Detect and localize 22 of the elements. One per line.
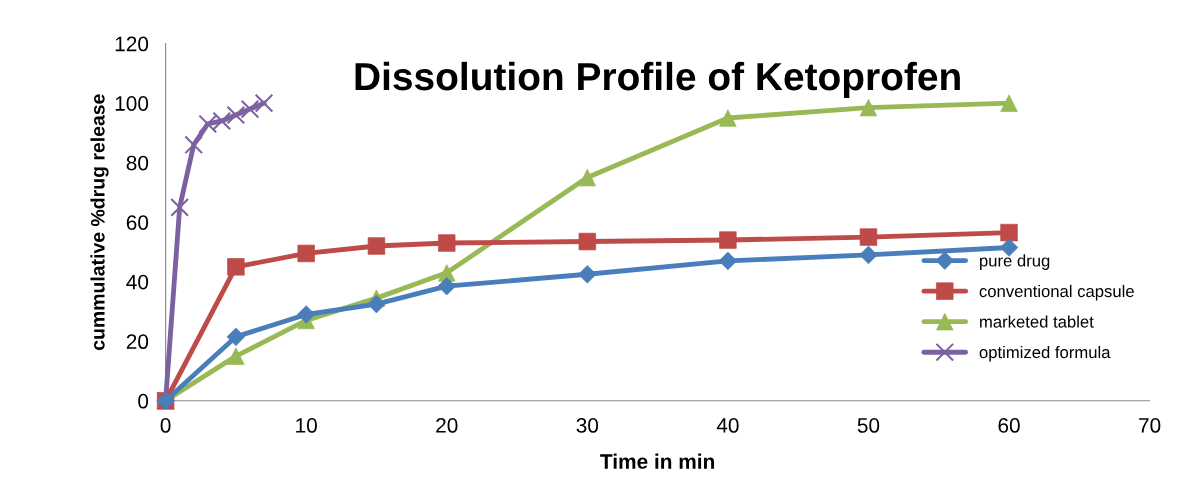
legend-label: optimized formula	[979, 345, 1111, 362]
y-tick-label: 100	[115, 96, 149, 111]
legend-label: marketed tablet	[980, 315, 1094, 328]
y-tick-label: 60	[126, 215, 149, 230]
x-tick-label: 10	[296, 418, 317, 433]
x-tick-label: 30	[576, 418, 599, 433]
x-tick-label: 60	[998, 418, 1020, 433]
x-tick-label: 50	[857, 418, 880, 433]
x-tick-label: 0	[160, 418, 171, 433]
y-axis-title: cummulative %drug release	[90, 94, 109, 351]
legend-label: conventional capsule	[979, 284, 1134, 301]
chart-title: Dissolution Profile of Ketoprofen	[355, 61, 960, 99]
y-tick-label: 20	[126, 334, 149, 350]
legend-label: pure drug	[980, 254, 1050, 270]
y-tick-label: 40	[126, 274, 149, 290]
y-tick-label: 120	[115, 36, 149, 52]
x-axis-title: Time in min	[600, 453, 715, 469]
x-tick-label: 70	[1139, 418, 1161, 433]
y-tick-label: 80	[126, 155, 149, 171]
x-tick-label: 20	[436, 418, 458, 433]
x-tick-label: 40	[716, 418, 739, 433]
y-tick-label: 0	[138, 393, 149, 409]
